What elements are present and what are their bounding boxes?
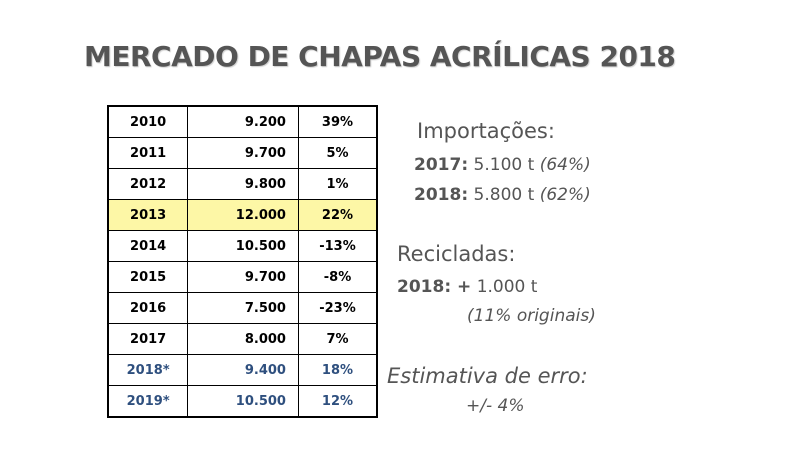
- erro-value: +/- 4%: [466, 396, 525, 416]
- recicladas-line: 2018: + 1.000 t: [397, 277, 537, 297]
- importacoes-2017-label: 2017:: [414, 155, 469, 175]
- percent-cell: -8%: [297, 261, 378, 293]
- value-cell: 9.800: [187, 168, 299, 200]
- value-cell: 10.500: [187, 385, 299, 418]
- percent-cell: 22%: [297, 199, 378, 231]
- importacoes-2017-line: 2017: 5.100 t (64%): [414, 155, 591, 175]
- market-table: 2010 9.200 39% 2011 9.700 5% 2012 9.800 …: [107, 105, 378, 418]
- importacoes-2018-share: (62%): [539, 185, 591, 205]
- value-cell: 9.200: [187, 105, 299, 138]
- table-row: 2015 9.700 -8%: [107, 261, 378, 293]
- year-cell: 2010: [107, 105, 189, 138]
- percent-cell: 12%: [297, 385, 378, 418]
- value-cell: 9.400: [187, 354, 299, 386]
- importacoes-2017-share: (64%): [539, 155, 591, 175]
- year-cell: 2017: [107, 323, 189, 355]
- table-row: 2010 9.200 39%: [107, 105, 378, 138]
- percent-cell: 1%: [297, 168, 378, 200]
- year-cell: 2014: [107, 230, 189, 262]
- value-cell: 7.500: [187, 292, 299, 324]
- value-cell: 9.700: [187, 261, 299, 293]
- recicladas-value: 1.000 t: [476, 277, 538, 297]
- year-cell: 2012: [107, 168, 189, 200]
- value-cell: 8.000: [187, 323, 299, 355]
- table-row: 2011 9.700 5%: [107, 137, 378, 169]
- year-cell: 2019*: [107, 385, 189, 418]
- importacoes-heading: Importações:: [417, 119, 555, 143]
- table-row: 2012 9.800 1%: [107, 168, 378, 200]
- importacoes-2017-value: 5.100 t: [473, 155, 535, 175]
- year-cell: 2016: [107, 292, 189, 324]
- table-row: 2014 10.500 -13%: [107, 230, 378, 262]
- table-row: 2017 8.000 7%: [107, 323, 378, 355]
- percent-cell: -13%: [297, 230, 378, 262]
- importacoes-2018-value: 5.800 t: [473, 185, 535, 205]
- percent-cell: -23%: [297, 292, 378, 324]
- value-cell: 12.000: [187, 199, 299, 231]
- year-cell: 2015: [107, 261, 189, 293]
- percent-cell: 5%: [297, 137, 378, 169]
- year-cell: 2018*: [107, 354, 189, 386]
- percent-cell: 7%: [297, 323, 378, 355]
- recicladas-heading: Recicladas:: [397, 242, 516, 266]
- page-title: MERCADO DE CHAPAS ACRÍLICAS 2018: [84, 40, 676, 73]
- year-cell: 2011: [107, 137, 189, 169]
- value-cell: 9.700: [187, 137, 299, 169]
- importacoes-2018-line: 2018: 5.800 t (62%): [414, 185, 591, 205]
- table-row-highlighted: 2013 12.000 22%: [107, 199, 378, 231]
- table-row-projection: 2018* 9.400 18%: [107, 354, 378, 386]
- recicladas-label: 2018: +: [397, 277, 472, 297]
- recicladas-note: (11% originais): [467, 306, 596, 326]
- erro-heading: Estimativa de erro:: [387, 364, 588, 388]
- table-row: 2016 7.500 -23%: [107, 292, 378, 324]
- year-cell: 2013: [107, 199, 189, 231]
- percent-cell: 18%: [297, 354, 378, 386]
- value-cell: 10.500: [187, 230, 299, 262]
- table-row-projection: 2019* 10.500 12%: [107, 385, 378, 418]
- importacoes-2018-label: 2018:: [414, 185, 469, 205]
- percent-cell: 39%: [297, 105, 378, 138]
